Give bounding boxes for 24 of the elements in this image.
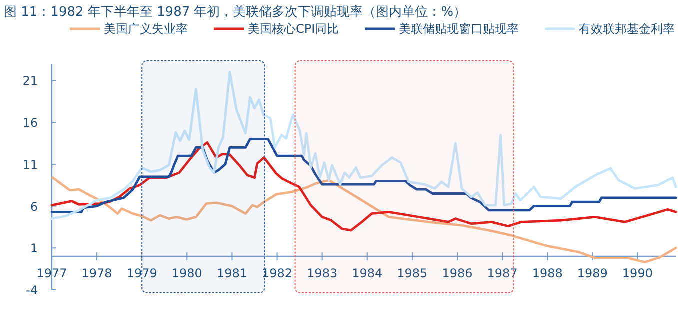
x-tick-label: 1989 — [577, 266, 608, 281]
y-tick-label: 16 — [22, 116, 38, 130]
x-tick-label: 1979 — [126, 266, 158, 281]
x-tick-label: 1986 — [442, 266, 473, 281]
y-tick-label: -4 — [26, 284, 38, 298]
legend-label: 有效联邦基金利率 — [579, 22, 676, 36]
x-tick-label: 1987 — [487, 266, 518, 281]
x-tick-label: 1985 — [397, 266, 428, 281]
legend-label: 美联储贴现窗口贴现率 — [399, 22, 520, 36]
y-tick-label: 1 — [30, 242, 38, 256]
x-tick-label: 1980 — [172, 266, 202, 281]
y-tick-label: 6 — [30, 200, 38, 214]
x-tick-label: 1982 — [262, 266, 293, 281]
x-tick-label: 1990 — [622, 266, 653, 281]
x-tick-label: 1983 — [307, 266, 338, 281]
x-tick-label: 1981 — [216, 266, 248, 281]
x-tick-label: 1978 — [82, 266, 112, 281]
y-tick-label: 11 — [22, 158, 38, 172]
x-tick-label: 1988 — [532, 266, 563, 281]
x-tick-label: 1984 — [352, 266, 383, 281]
legend-label: 美国核心CPI同比 — [248, 22, 340, 36]
y-tick-label: 21 — [22, 74, 38, 88]
chart-title: 图 11：1982 年下半年至 1987 年初，美联储多次下调贴现率（图内单位：%） — [4, 4, 467, 20]
legend-label: 美国广义失业率 — [104, 22, 188, 36]
